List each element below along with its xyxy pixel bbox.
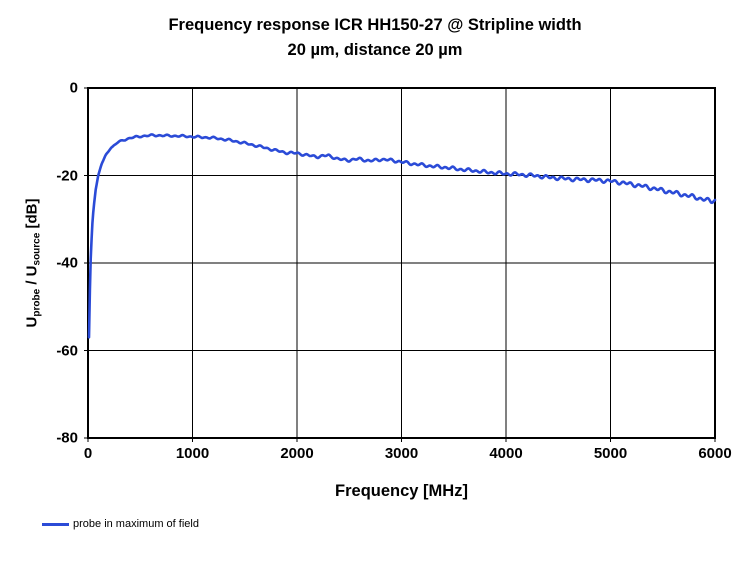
x-tick-label: 3000 <box>384 445 419 462</box>
legend: probe in maximum of field <box>42 518 199 530</box>
chart-title-line1: Frequency response ICR HH150-27 @ Stripl… <box>168 16 582 34</box>
y-axis-separator: / <box>23 276 41 289</box>
y-axis-subscript-probe: probe <box>31 288 43 317</box>
legend-label: probe in maximum of field <box>73 518 199 530</box>
chart-title-line2: 20 µm, distance 20 µm <box>287 41 463 59</box>
y-tick-label: -40 <box>56 254 78 272</box>
chart-title: Frequency response ICR HH150-27 @ Stripl… <box>0 13 750 63</box>
y-axis-subscript-source: source <box>31 232 43 266</box>
x-tick-label: 5000 <box>593 445 628 462</box>
y-tick-label: -80 <box>56 429 78 447</box>
y-axis-symbol-1: U <box>23 316 41 328</box>
y-tick-label: -20 <box>56 167 78 184</box>
x-tick-label: 6000 <box>698 445 732 462</box>
y-axis-unit: [dB] <box>23 198 41 233</box>
y-axis-title: Uprobe / Usource [dB] <box>24 199 43 328</box>
y-tick-label: -60 <box>56 342 78 359</box>
y-axis-symbol-2: U <box>23 265 41 277</box>
legend-line-swatch <box>42 522 69 526</box>
gridlines <box>84 87 716 442</box>
x-axis-title: Frequency [MHz] <box>335 482 468 500</box>
series-line <box>87 133 717 339</box>
x-tick-label: 2000 <box>280 445 314 462</box>
y-tick-label: 0 <box>69 79 78 97</box>
plot-border <box>87 87 716 439</box>
x-tick-label: 0 <box>83 445 93 462</box>
x-tick-label: 1000 <box>175 445 210 462</box>
x-tick-label: 4000 <box>489 445 523 462</box>
